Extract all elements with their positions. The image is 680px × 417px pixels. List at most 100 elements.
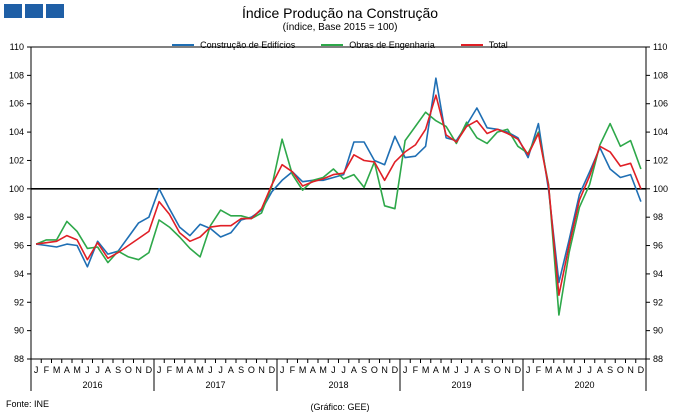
legend-swatch <box>321 44 344 46</box>
y-tick-label-right: 92 <box>653 297 663 307</box>
month-label: A <box>64 365 70 375</box>
month-label: D <box>146 365 153 375</box>
year-label: 2019 <box>451 380 471 390</box>
ine-logo <box>4 4 64 18</box>
logo-block <box>4 4 22 18</box>
month-label: A <box>228 365 234 375</box>
y-tick-label-right: 88 <box>653 354 663 364</box>
y-tick-label-left: 104 <box>9 127 24 137</box>
month-label: A <box>310 365 316 375</box>
y-tick-label-left: 106 <box>9 99 24 109</box>
month-label: A <box>433 365 439 375</box>
month-label: O <box>248 365 255 375</box>
y-tick-label-left: 108 <box>9 70 24 80</box>
chart-legend: Construção de Edifícios Obras de Engenha… <box>0 40 680 50</box>
y-tick-label-left: 94 <box>14 269 24 279</box>
month-label: J <box>403 365 408 375</box>
legend-label: Obras de Engenharia <box>349 40 435 50</box>
month-label: M <box>319 365 327 375</box>
y-tick-label-left: 98 <box>14 212 24 222</box>
logo-block <box>46 4 64 18</box>
month-label: J <box>341 365 346 375</box>
month-label: A <box>105 365 111 375</box>
month-label: N <box>504 365 511 375</box>
y-tick-label-left: 92 <box>14 297 24 307</box>
month-label: M <box>196 365 204 375</box>
month-label: N <box>627 365 634 375</box>
month-label: F <box>44 365 50 375</box>
y-tick-label-left: 110 <box>10 42 24 52</box>
month-label: F <box>290 365 296 375</box>
series-line-total <box>35 94 642 297</box>
year-label: 2016 <box>82 380 102 390</box>
year-label: 2020 <box>574 380 594 390</box>
y-tick-label-left: 90 <box>14 326 24 336</box>
month-label: F <box>536 365 542 375</box>
legend-item-edificios: Construção de Edifícios <box>172 40 295 50</box>
y-tick-label-right: 110 <box>653 42 667 52</box>
month-label: M <box>545 365 553 375</box>
month-label: S <box>607 365 613 375</box>
legend-item-engenharia: Obras de Engenharia <box>321 40 435 50</box>
month-label: J <box>464 365 469 375</box>
month-label: A <box>474 365 480 375</box>
legend-item-total: Total <box>460 40 508 50</box>
month-label: D <box>515 365 522 375</box>
month-label: D <box>269 365 276 375</box>
source-note: Fonte: INE <box>6 399 50 409</box>
month-label: M <box>442 365 450 375</box>
month-label: J <box>95 365 100 375</box>
month-label: J <box>526 365 531 375</box>
y-tick-label-right: 104 <box>653 127 668 137</box>
y-tick-label-right: 108 <box>653 70 668 80</box>
month-label: A <box>351 365 357 375</box>
month-label: M <box>73 365 81 375</box>
month-label: S <box>484 365 490 375</box>
month-label: F <box>167 365 173 375</box>
legend-label: Total <box>488 40 508 50</box>
month-label: O <box>617 365 624 375</box>
month-label: S <box>361 365 367 375</box>
month-label: J <box>218 365 223 375</box>
month-label: A <box>556 365 562 375</box>
month-label: J <box>454 365 459 375</box>
month-label: A <box>187 365 193 375</box>
y-tick-label-left: 100 <box>9 184 24 194</box>
month-label: D <box>638 365 645 375</box>
month-label: N <box>381 365 388 375</box>
y-tick-label-right: 94 <box>653 269 663 279</box>
series-line-engenharia <box>35 111 642 316</box>
y-tick-label-right: 98 <box>653 212 663 222</box>
logo-block <box>25 4 43 18</box>
month-label: J <box>157 365 162 375</box>
month-label: J <box>34 365 39 375</box>
series-line-edificios <box>35 77 642 284</box>
chart-subtitle: (índice, Base 2015 = 100) <box>282 22 398 33</box>
legend-label: Construção de Edifícios <box>200 40 296 50</box>
month-label: J <box>85 365 90 375</box>
month-label: N <box>135 365 142 375</box>
month-label: S <box>238 365 244 375</box>
month-label: O <box>371 365 378 375</box>
y-tick-label-right: 100 <box>653 184 668 194</box>
y-tick-label-left: 88 <box>14 354 24 364</box>
month-label: O <box>494 365 501 375</box>
month-label: J <box>331 365 336 375</box>
month-label: J <box>208 365 213 375</box>
plot-frame <box>30 46 647 360</box>
month-label: M <box>422 365 430 375</box>
month-label: F <box>413 365 419 375</box>
month-label: J <box>280 365 285 375</box>
y-tick-label-right: 102 <box>653 155 668 165</box>
chart-title: Índice Produção na Construção <box>241 5 439 21</box>
y-tick-label-left: 96 <box>14 241 24 251</box>
month-label: M <box>176 365 184 375</box>
legend-swatch <box>172 44 195 46</box>
month-label: A <box>597 365 603 375</box>
y-tick-label-left: 102 <box>9 155 24 165</box>
month-label: M <box>565 365 573 375</box>
month-label: M <box>53 365 61 375</box>
month-label: J <box>577 365 582 375</box>
month-label: D <box>392 365 399 375</box>
